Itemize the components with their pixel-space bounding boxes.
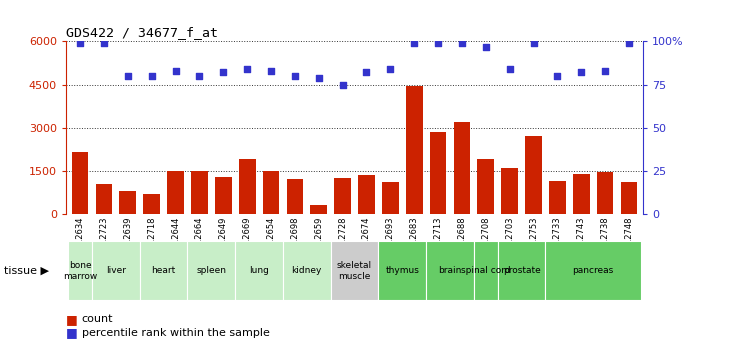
Bar xyxy=(72,152,88,214)
Point xyxy=(504,66,515,72)
Point xyxy=(432,40,444,46)
Bar xyxy=(191,171,208,214)
Text: brain: brain xyxy=(439,266,462,275)
Bar xyxy=(96,184,113,214)
Bar xyxy=(330,241,379,300)
Point xyxy=(98,40,110,46)
Text: ■: ■ xyxy=(66,326,77,339)
Bar xyxy=(187,241,235,300)
Point xyxy=(241,66,253,72)
Bar xyxy=(549,181,566,214)
Bar xyxy=(406,86,423,214)
Bar xyxy=(235,241,283,300)
Point xyxy=(194,73,205,79)
Text: pancreas: pancreas xyxy=(572,266,614,275)
Point xyxy=(456,40,468,46)
Point xyxy=(146,73,158,79)
Text: liver: liver xyxy=(106,266,126,275)
Bar xyxy=(498,241,545,300)
Point xyxy=(289,73,300,79)
Bar xyxy=(140,241,187,300)
Point xyxy=(313,75,325,80)
Bar xyxy=(239,159,256,214)
Bar xyxy=(283,241,330,300)
Point xyxy=(170,68,181,73)
Bar xyxy=(311,205,327,214)
Bar xyxy=(426,241,474,300)
Bar xyxy=(545,241,641,300)
Bar xyxy=(596,172,613,214)
Point xyxy=(265,68,277,73)
Bar xyxy=(382,182,398,214)
Text: count: count xyxy=(82,314,113,324)
Point xyxy=(75,40,86,46)
Point xyxy=(623,40,635,46)
Bar xyxy=(477,159,494,214)
Text: ■: ■ xyxy=(66,313,77,326)
Bar xyxy=(525,136,542,214)
Point xyxy=(385,66,396,72)
Point xyxy=(599,68,611,73)
Bar xyxy=(119,191,136,214)
Point xyxy=(551,73,563,79)
Text: lung: lung xyxy=(249,266,269,275)
Bar xyxy=(358,175,375,214)
Bar xyxy=(262,171,279,214)
Point xyxy=(575,70,587,75)
Point xyxy=(528,40,539,46)
Text: thymus: thymus xyxy=(385,266,419,275)
Bar xyxy=(334,178,351,214)
Text: prostate: prostate xyxy=(503,266,540,275)
Text: tissue ▶: tissue ▶ xyxy=(4,266,49,276)
Bar xyxy=(167,171,184,214)
Text: heart: heart xyxy=(151,266,175,275)
Bar xyxy=(573,174,590,214)
Bar xyxy=(92,241,140,300)
Text: bone
marrow: bone marrow xyxy=(63,261,97,280)
Text: kidney: kidney xyxy=(292,266,322,275)
Bar xyxy=(474,241,498,300)
Text: spinal cord: spinal cord xyxy=(461,266,510,275)
Point xyxy=(480,44,492,49)
Point xyxy=(337,82,349,87)
Bar xyxy=(501,168,518,214)
Bar xyxy=(430,132,447,214)
Bar xyxy=(287,179,303,214)
Bar xyxy=(143,194,160,214)
Bar xyxy=(68,241,92,300)
Point xyxy=(360,70,372,75)
Text: spleen: spleen xyxy=(197,266,227,275)
Point xyxy=(217,70,229,75)
Text: percentile rank within the sample: percentile rank within the sample xyxy=(82,328,270,338)
Text: skeletal
muscle: skeletal muscle xyxy=(337,261,372,280)
Bar xyxy=(621,182,637,214)
Bar xyxy=(453,122,470,214)
Bar xyxy=(215,177,232,214)
Point xyxy=(409,40,420,46)
Text: GDS422 / 34677_f_at: GDS422 / 34677_f_at xyxy=(66,26,218,39)
Bar xyxy=(379,241,426,300)
Point xyxy=(122,73,134,79)
